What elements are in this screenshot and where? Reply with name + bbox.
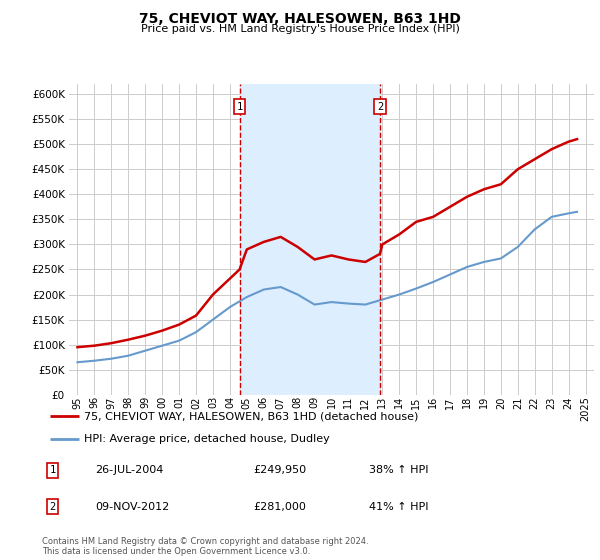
- Text: 09-NOV-2012: 09-NOV-2012: [95, 502, 169, 511]
- Text: 41% ↑ HPI: 41% ↑ HPI: [370, 502, 429, 511]
- Bar: [239, 84, 380, 395]
- Text: This data is licensed under the Open Government Licence v3.0.: This data is licensed under the Open Gov…: [42, 547, 310, 556]
- Text: 75, CHEVIOT WAY, HALESOWEN, B63 1HD (detached house): 75, CHEVIOT WAY, HALESOWEN, B63 1HD (det…: [84, 411, 419, 421]
- Text: 2: 2: [377, 101, 383, 111]
- Text: 1: 1: [236, 101, 242, 111]
- Text: 2: 2: [49, 502, 56, 511]
- Text: 1: 1: [49, 465, 56, 475]
- Text: £249,950: £249,950: [253, 465, 307, 475]
- Text: Contains HM Land Registry data © Crown copyright and database right 2024.: Contains HM Land Registry data © Crown c…: [42, 537, 368, 546]
- Text: Price paid vs. HM Land Registry's House Price Index (HPI): Price paid vs. HM Land Registry's House …: [140, 24, 460, 34]
- Text: 26-JUL-2004: 26-JUL-2004: [95, 465, 163, 475]
- Text: HPI: Average price, detached house, Dudley: HPI: Average price, detached house, Dudl…: [84, 434, 330, 444]
- Text: 75, CHEVIOT WAY, HALESOWEN, B63 1HD: 75, CHEVIOT WAY, HALESOWEN, B63 1HD: [139, 12, 461, 26]
- Text: 38% ↑ HPI: 38% ↑ HPI: [370, 465, 429, 475]
- Text: £281,000: £281,000: [253, 502, 306, 511]
